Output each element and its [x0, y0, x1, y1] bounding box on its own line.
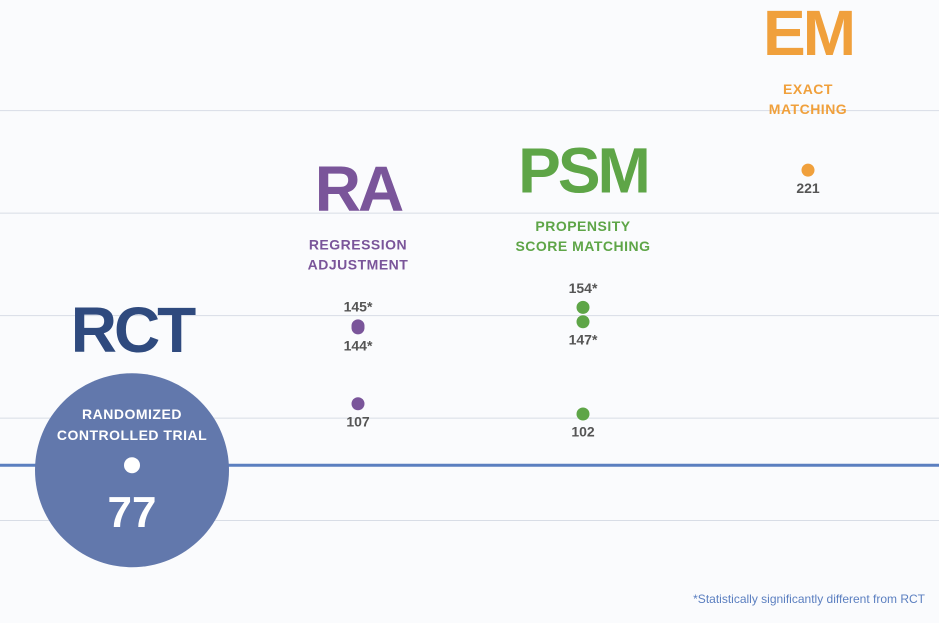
dot	[351, 397, 365, 411]
dot	[576, 407, 590, 421]
series-abbreviation: EM	[763, 0, 853, 69]
marks: RCT RANDOMIZED CONTROLLED TRIAL 77 RA REGRESS…	[0, 0, 939, 568]
series-full-name: RANDOMIZED	[82, 406, 182, 422]
value-label: 221	[796, 180, 820, 196]
series-full-name: CONTROLLED TRIAL	[57, 427, 207, 443]
value-label: 144*	[344, 338, 373, 354]
dot	[124, 457, 140, 474]
series-full-name: EXACT	[783, 81, 833, 97]
series-abbreviation: RA	[315, 153, 403, 225]
series-full-name: ADJUSTMENT	[308, 257, 409, 273]
dot	[351, 321, 365, 335]
series-full-name: MATCHING	[769, 101, 847, 117]
dot	[576, 315, 590, 329]
series-abbreviation: PSM	[518, 134, 648, 206]
series-full-name: SCORE MATCHING	[515, 238, 650, 254]
value-label: 154*	[569, 280, 598, 296]
value-label: 102	[571, 424, 595, 440]
value-label: 107	[346, 413, 370, 429]
series-full-name: PROPENSITY	[535, 218, 630, 234]
series-abbreviation: RCT	[71, 294, 196, 366]
footnote: *Statistically significantly different f…	[693, 592, 926, 606]
value-label: 77	[108, 488, 157, 537]
value-label: 145*	[344, 299, 373, 315]
dot	[801, 163, 815, 177]
dot	[576, 300, 590, 314]
series-full-name: REGRESSION	[309, 237, 407, 253]
value-label: 147*	[569, 331, 598, 347]
